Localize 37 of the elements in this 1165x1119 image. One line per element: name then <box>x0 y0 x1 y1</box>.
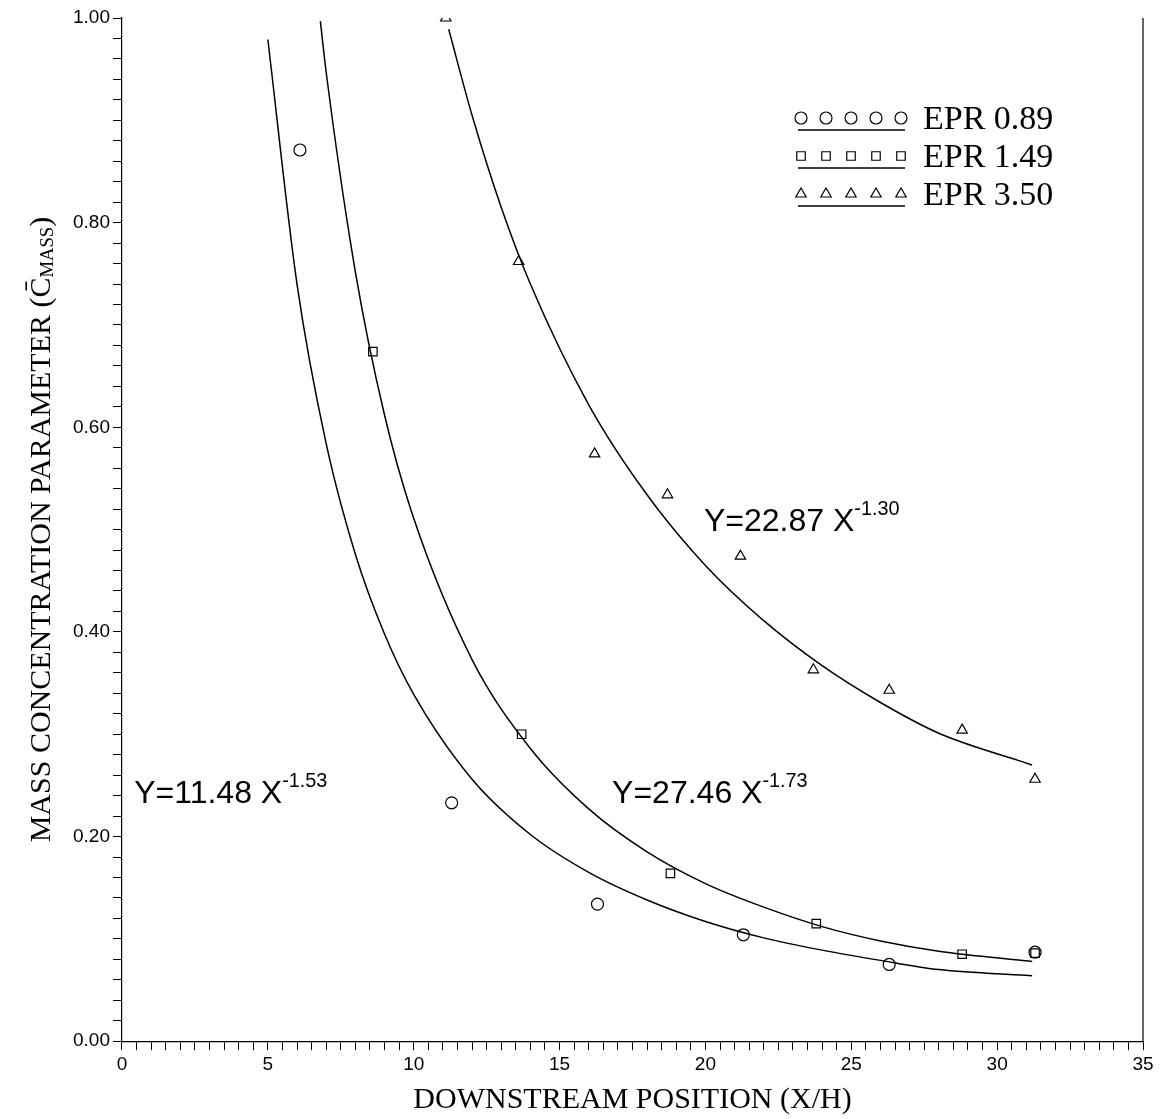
y-tick-label: 0.00 <box>73 1029 110 1051</box>
point <box>293 143 307 157</box>
x-tick-label: 5 <box>262 1052 274 1074</box>
y-tick-label: 0.40 <box>73 620 110 642</box>
x-axis-title: DOWNSTREAM POSITION (X/H) <box>413 1081 852 1115</box>
legend-label: EPR 1.49 <box>923 136 1054 174</box>
y-tick-label: 0.60 <box>73 415 110 437</box>
point <box>516 729 527 740</box>
x-tick-label: 15 <box>548 1052 571 1074</box>
point <box>590 897 605 911</box>
x-tick-label: 0 <box>116 1052 128 1074</box>
point <box>957 949 967 960</box>
point <box>368 346 378 357</box>
y-axis-title: MASS CONCENTRATION PARAMETER (C̄MASS) <box>23 216 57 843</box>
legend-label: EPR 0.89 <box>923 98 1054 136</box>
point <box>661 488 674 499</box>
point <box>588 447 601 458</box>
y-tick-label: 0.80 <box>73 210 110 232</box>
y-tick-label: 0.20 <box>73 824 110 846</box>
y-tick-label: 1.00 <box>73 6 110 28</box>
point <box>956 723 968 734</box>
x-tick-label: 10 <box>403 1052 425 1074</box>
x-tick-label: 30 <box>986 1052 1008 1074</box>
point <box>734 549 747 560</box>
legend-label: EPR 3.50 <box>923 174 1054 212</box>
point <box>736 928 750 942</box>
point <box>445 796 459 810</box>
point <box>882 957 896 972</box>
point <box>512 254 525 266</box>
x-tick-label: 20 <box>694 1052 716 1074</box>
point <box>811 918 822 929</box>
point <box>1029 772 1041 783</box>
point <box>807 663 820 674</box>
x-tick-label: 25 <box>840 1052 862 1074</box>
point <box>883 683 895 694</box>
point <box>665 868 676 879</box>
x-tick-label: 35 <box>1132 1052 1154 1074</box>
